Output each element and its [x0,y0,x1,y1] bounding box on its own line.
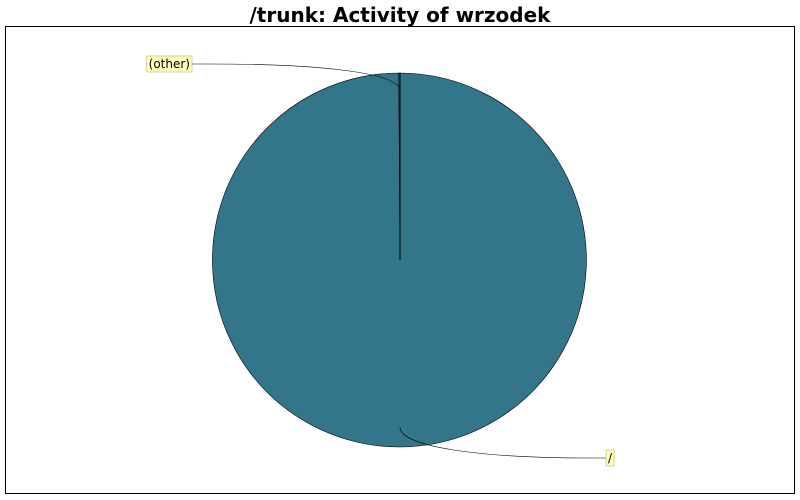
pie-leader-lines [192,63,606,459]
pie-slice-root [212,72,587,448]
pie-label-text: / [608,451,613,465]
leader-line-root [399,426,606,459]
pie-label-box [605,449,615,467]
pie-label-other: (other) [146,55,193,73]
pie-label-root: / [605,449,615,467]
chart-title: /trunk: Activity of wrzodek [249,3,551,27]
plot-frame [5,26,795,494]
pie-label-text: (other) [149,57,190,71]
pie-label-box [146,55,193,73]
pie-slices [212,72,587,448]
leader-line-other [192,63,401,92]
pie-labels: (other) / [146,55,615,467]
